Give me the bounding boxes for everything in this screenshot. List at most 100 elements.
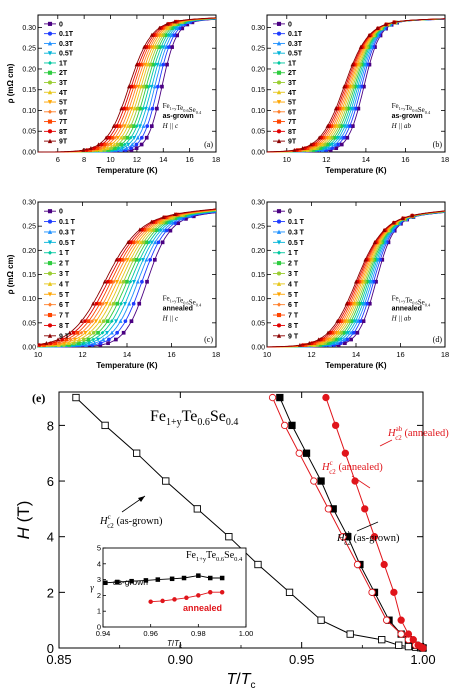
- rho-point: [121, 330, 126, 335]
- rho-point: [149, 227, 154, 232]
- rho-point: [129, 146, 133, 151]
- rho-point: [383, 22, 388, 27]
- inset-series-0: [103, 573, 225, 586]
- legend-marker: [276, 100, 282, 105]
- legend-label: 1 T: [59, 250, 70, 257]
- rho-point: [99, 147, 103, 152]
- rho-point: [168, 228, 173, 233]
- rho-point: [138, 124, 143, 129]
- legend-marker: [276, 51, 282, 56]
- data-point: [169, 576, 175, 582]
- legend-marker: [276, 21, 282, 26]
- rho-point: [142, 44, 147, 49]
- rho-point: [114, 257, 119, 262]
- rho-point: [126, 240, 131, 244]
- legend-label: 0: [288, 21, 292, 28]
- rho-point: [122, 257, 127, 262]
- rho-point: [345, 123, 350, 128]
- rho-point: [361, 319, 366, 324]
- rho-point: [67, 340, 72, 345]
- rho-point: [135, 106, 140, 111]
- legend-label: 0.5T: [59, 51, 74, 58]
- y-axis-label: H (T): [14, 501, 33, 540]
- legend-label: 6T: [288, 109, 297, 116]
- rho-point: [92, 340, 97, 345]
- rho-point: [101, 337, 106, 342]
- y-tick-label: 0.15: [22, 272, 36, 279]
- data-point: [196, 593, 201, 598]
- legend-marker: [276, 138, 282, 144]
- rho-point: [336, 142, 340, 147]
- rho-point: [56, 337, 60, 342]
- data-point: [409, 636, 417, 644]
- legend-marker: [47, 109, 53, 114]
- rho-point: [339, 135, 344, 140]
- label-arrow-head: [138, 496, 145, 502]
- plot-frame: [266, 14, 446, 153]
- y-tick-label: 3: [97, 575, 101, 584]
- rho-point: [159, 228, 163, 233]
- rho-point: [79, 330, 84, 335]
- series-3: [322, 393, 427, 652]
- x-axis-label: Temperature (K): [325, 166, 387, 175]
- y-tick-label: 5: [97, 544, 101, 553]
- rho-point: [107, 337, 111, 342]
- data-point: [331, 421, 340, 430]
- rho-point: [141, 240, 146, 245]
- legend-label: 7T: [59, 119, 68, 126]
- field-orientation: H || c: [162, 315, 179, 323]
- rho-point: [153, 240, 158, 245]
- rho-point: [119, 301, 123, 306]
- rho-point: [135, 279, 140, 284]
- rho-point: [300, 145, 305, 150]
- y-tick-label: 0: [97, 623, 101, 632]
- legend-label: 6T: [59, 109, 68, 116]
- x-tick-label: 16: [167, 350, 175, 359]
- rho-point: [161, 62, 166, 67]
- legend-marker: [276, 323, 282, 328]
- legend-label: 3 T: [59, 271, 70, 278]
- data-point: [181, 575, 187, 581]
- legend-label: 4 T: [288, 281, 299, 288]
- legend-marker: [276, 250, 282, 255]
- data-point: [219, 575, 225, 581]
- x-tick-label: 12: [78, 350, 86, 359]
- rho-point: [90, 319, 95, 324]
- legend-label: 0: [288, 209, 292, 216]
- rho-point: [124, 145, 129, 150]
- rho-point: [107, 135, 111, 140]
- data-point: [368, 588, 376, 596]
- rho-point: [129, 106, 134, 111]
- rho-point: [150, 240, 154, 245]
- legend-label: 2 T: [59, 261, 70, 268]
- data-point: [160, 598, 165, 604]
- field-orientation: H || ab: [391, 122, 412, 130]
- rho-point: [67, 330, 72, 335]
- rho-point: [147, 106, 152, 111]
- rho-point: [109, 319, 114, 324]
- label-arrow: [351, 475, 371, 489]
- rho-point: [317, 135, 322, 140]
- rho-point: [152, 84, 157, 89]
- rho-point: [351, 106, 356, 111]
- rho-point: [125, 135, 130, 140]
- legend-marker: [47, 229, 53, 234]
- rho-point: [115, 280, 120, 284]
- legend-label: 2T: [59, 70, 68, 77]
- label-arrow: [356, 521, 379, 532]
- rho-point: [362, 301, 367, 306]
- rho-point: [56, 342, 61, 347]
- rho-point: [312, 145, 317, 150]
- rho-point: [129, 319, 134, 324]
- data-point: [196, 573, 201, 578]
- rho-point: [81, 341, 86, 346]
- legend-label: 0: [59, 21, 63, 28]
- panel-label: (e): [32, 391, 45, 405]
- rho-point: [335, 340, 340, 345]
- x-tick-label: 12: [307, 350, 315, 359]
- legend-label: 5 T: [59, 292, 70, 299]
- rho-point: [71, 330, 76, 335]
- rho-point: [102, 142, 107, 147]
- rho-point: [345, 337, 350, 342]
- rho-point: [161, 215, 166, 219]
